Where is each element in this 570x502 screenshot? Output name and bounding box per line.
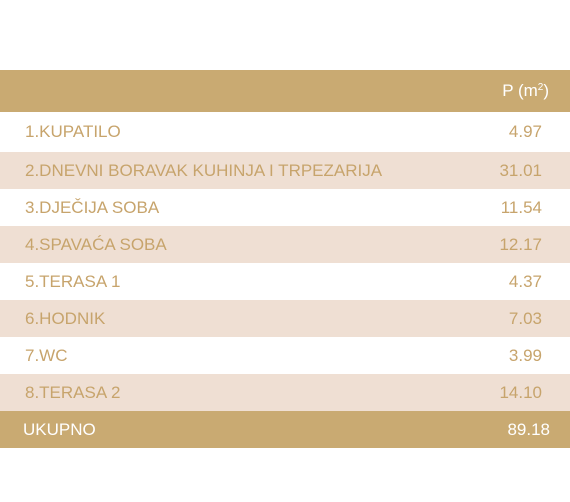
room-area: 4.97: [508, 122, 542, 141]
table-row: 6.HODNIK 7.03: [0, 300, 570, 337]
table-row: 3.DJEČIJA SOBA 11.54: [0, 189, 570, 226]
total-area: 89.18: [507, 419, 550, 439]
room-name: 2.DNEVNI BORAVAK KUHINJA I TRPEZARIJA: [25, 160, 383, 180]
table-row: 2.DNEVNI BORAVAK KUHINJA I TRPEZARIJA 31…: [0, 152, 570, 189]
table-row: 1.KUPATILO 4.97: [0, 112, 570, 152]
total-row: UKUPNO 89.18: [0, 411, 570, 448]
room-area: 12.17: [499, 234, 542, 254]
room-name: 7.WC: [25, 345, 68, 365]
table-row: 8.TERASA 2 14.10: [0, 374, 570, 411]
table-row: 5.TERASA 1 4.37: [0, 263, 570, 300]
room-area: 31.01: [499, 160, 542, 180]
room-name: 4.SPAVAĆA SOBA: [25, 234, 167, 254]
room-name: 6.HODNIK: [25, 308, 106, 328]
room-area: 7.03: [508, 308, 542, 328]
room-area: 11.54: [500, 197, 542, 217]
table-header-row: P (m2): [0, 70, 570, 112]
room-area: 3.99: [508, 345, 542, 365]
header-area-unit-exponent: 2: [537, 82, 544, 93]
header-name-cell: [0, 70, 440, 112]
room-name: 8.TERASA 2: [25, 382, 121, 402]
room-area-table: P (m2) 1.KUPATILO 4.97 2.DNEVNI BORAVAK …: [0, 70, 570, 448]
header-area-cell: P (m2): [440, 70, 570, 112]
table-row: 7.WC 3.99: [0, 337, 570, 374]
room-name: 1.KUPATILO: [25, 122, 121, 141]
room-area: 14.10: [499, 382, 542, 402]
total-label: UKUPNO: [23, 419, 96, 439]
room-area: 4.37: [508, 271, 542, 291]
header-area-label: P (m: [502, 81, 538, 100]
room-name: 3.DJEČIJA SOBA: [25, 197, 160, 217]
room-name: 5.TERASA 1: [25, 271, 121, 291]
header-area-label-close: ): [543, 81, 549, 100]
table-row: 4.SPAVAĆA SOBA 12.17: [0, 226, 570, 263]
